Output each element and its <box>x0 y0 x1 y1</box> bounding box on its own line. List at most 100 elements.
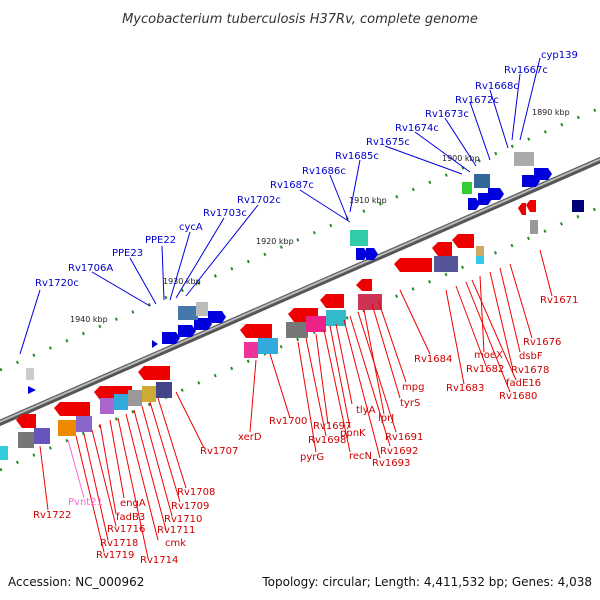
feature-box <box>244 342 258 358</box>
gene-label[interactable]: xerD <box>238 432 262 443</box>
gene-label[interactable]: Rv1674c <box>395 123 439 134</box>
feature-box <box>18 432 34 448</box>
gene-label[interactable]: mpg <box>402 382 424 393</box>
gene-label[interactable]: Rv1673c <box>425 109 469 120</box>
gene-label[interactable]: cmk <box>165 538 186 549</box>
gene-arrow <box>54 402 90 416</box>
feature-box <box>58 420 76 436</box>
gene-label[interactable]: Rv1708 <box>177 487 215 498</box>
gene-arrow <box>366 248 378 260</box>
reverse-gene-labels: Rv1671 Rv1676 dsbF Rv1678 moeX fadE16 Rv… <box>33 295 578 566</box>
gene-label[interactable]: Rv1692 <box>380 446 418 457</box>
gene-label[interactable]: Rv1672c <box>455 95 499 106</box>
gene-arrow <box>320 294 344 308</box>
gene-label[interactable]: Rv1671 <box>540 295 578 306</box>
gene-label[interactable]: Rv1711 <box>157 525 195 536</box>
gene-label[interactable]: Rv1683 <box>446 383 484 394</box>
gene-arrow <box>240 324 272 338</box>
gene-label[interactable]: Rv1668c <box>475 81 519 92</box>
gene-arrow <box>194 318 212 330</box>
gene-arrow <box>162 332 180 344</box>
rna-gene-label[interactable]: Pvnt21 <box>68 497 103 508</box>
gene-arrow <box>28 386 36 394</box>
gene-label[interactable]: Rv1710 <box>164 514 202 525</box>
gene-label[interactable]: Rv1714 <box>140 555 178 566</box>
gene-arrow <box>356 248 368 260</box>
feature-box <box>358 294 382 310</box>
gene-label[interactable]: cyp139 <box>541 50 578 61</box>
gene-arrow <box>394 258 432 272</box>
scale-ticks: 1890 kbp 1900 kbp 1910 kbp 1920 kbp 1930… <box>70 108 570 324</box>
gene-label[interactable]: Rv1707 <box>200 446 238 457</box>
gene-label[interactable]: Rv1682 <box>466 364 504 375</box>
gene-label[interactable]: Rv1716 <box>107 524 145 535</box>
tick-label: 1930 kbp <box>163 277 201 286</box>
feature-box <box>142 386 156 402</box>
feature-box <box>326 310 346 326</box>
feature-box <box>306 316 326 332</box>
gene-label[interactable]: Rv1684 <box>414 354 452 365</box>
gene-label[interactable]: fadB3 <box>116 512 145 523</box>
gene-label[interactable]: Rv1718 <box>100 538 138 549</box>
gene-label[interactable]: pyrG <box>300 452 324 463</box>
gene-label[interactable]: Rv1706A <box>68 263 113 274</box>
gene-label[interactable]: PPE23 <box>112 248 143 259</box>
gene-label[interactable]: Rv1675c <box>366 137 410 148</box>
feature-box <box>76 416 92 432</box>
gene-label[interactable]: PPE22 <box>145 235 176 246</box>
gene-label[interactable]: dsbF <box>519 351 543 362</box>
gene-label[interactable]: Rv1667c <box>504 65 548 76</box>
reverse-gene-track <box>16 200 536 428</box>
gene-label[interactable]: cycA <box>179 222 203 233</box>
feature-box <box>0 446 8 460</box>
gene-label[interactable]: Rv1678 <box>511 365 549 376</box>
gene-label[interactable]: Rv1697 <box>313 421 351 432</box>
gene-arrow <box>138 366 170 380</box>
gene-label[interactable]: engA <box>120 498 146 509</box>
gene-label[interactable]: fadE16 <box>506 378 541 389</box>
tick-label: 1890 kbp <box>532 108 570 117</box>
gene-label[interactable]: Rv1719 <box>96 550 134 561</box>
gene-label[interactable]: Rv1700 <box>269 416 307 427</box>
feature-box <box>474 174 490 188</box>
gene-arrow <box>16 414 36 428</box>
gene-label[interactable]: Rv1676 <box>523 337 561 348</box>
gene-arrow <box>178 325 196 337</box>
feature-box <box>258 338 278 354</box>
gene-label[interactable]: ppnK <box>340 428 366 439</box>
feature-box <box>114 394 128 410</box>
feature-box <box>476 246 484 258</box>
genome-backbone-highlight <box>0 158 600 423</box>
gene-label[interactable]: tyrS <box>400 398 420 409</box>
gene-label[interactable]: lprJ <box>378 413 394 424</box>
feature-box <box>530 220 538 234</box>
gene-label[interactable]: recN <box>349 451 372 462</box>
gene-label[interactable]: tlyA <box>356 405 376 416</box>
gene-label[interactable]: Rv1703c <box>203 208 247 219</box>
gene-arrow <box>478 193 492 205</box>
gene-label[interactable]: Rv1698 <box>308 435 346 446</box>
feature-box <box>26 368 34 380</box>
gene-label[interactable]: Rv1691 <box>385 432 423 443</box>
tick-label: 1910 kbp <box>349 196 387 205</box>
gene-arrow <box>534 168 552 180</box>
feature-box <box>286 322 308 338</box>
gene-label[interactable]: Rv1722 <box>33 510 71 521</box>
gene-label[interactable]: Rv1702c <box>237 195 281 206</box>
scale-track-upper <box>0 106 600 372</box>
gene-label[interactable]: Rv1686c <box>302 166 346 177</box>
gene-arrow <box>356 279 372 291</box>
feature-box <box>128 390 142 406</box>
gene-arrow <box>452 234 474 248</box>
feature-box <box>178 306 198 320</box>
gene-label[interactable]: Rv1709 <box>171 501 209 512</box>
forward-gene-track <box>28 168 552 394</box>
gene-label[interactable]: Rv1720c <box>35 278 79 289</box>
gene-arrow <box>152 340 158 348</box>
gene-label[interactable]: Rv1680 <box>499 391 537 402</box>
gene-label[interactable]: Rv1687c <box>270 180 314 191</box>
gene-label[interactable]: moeX <box>474 350 503 361</box>
gene-label[interactable]: Rv1685c <box>335 151 379 162</box>
gene-label[interactable]: Rv1693 <box>372 458 410 469</box>
feature-box <box>350 230 368 246</box>
